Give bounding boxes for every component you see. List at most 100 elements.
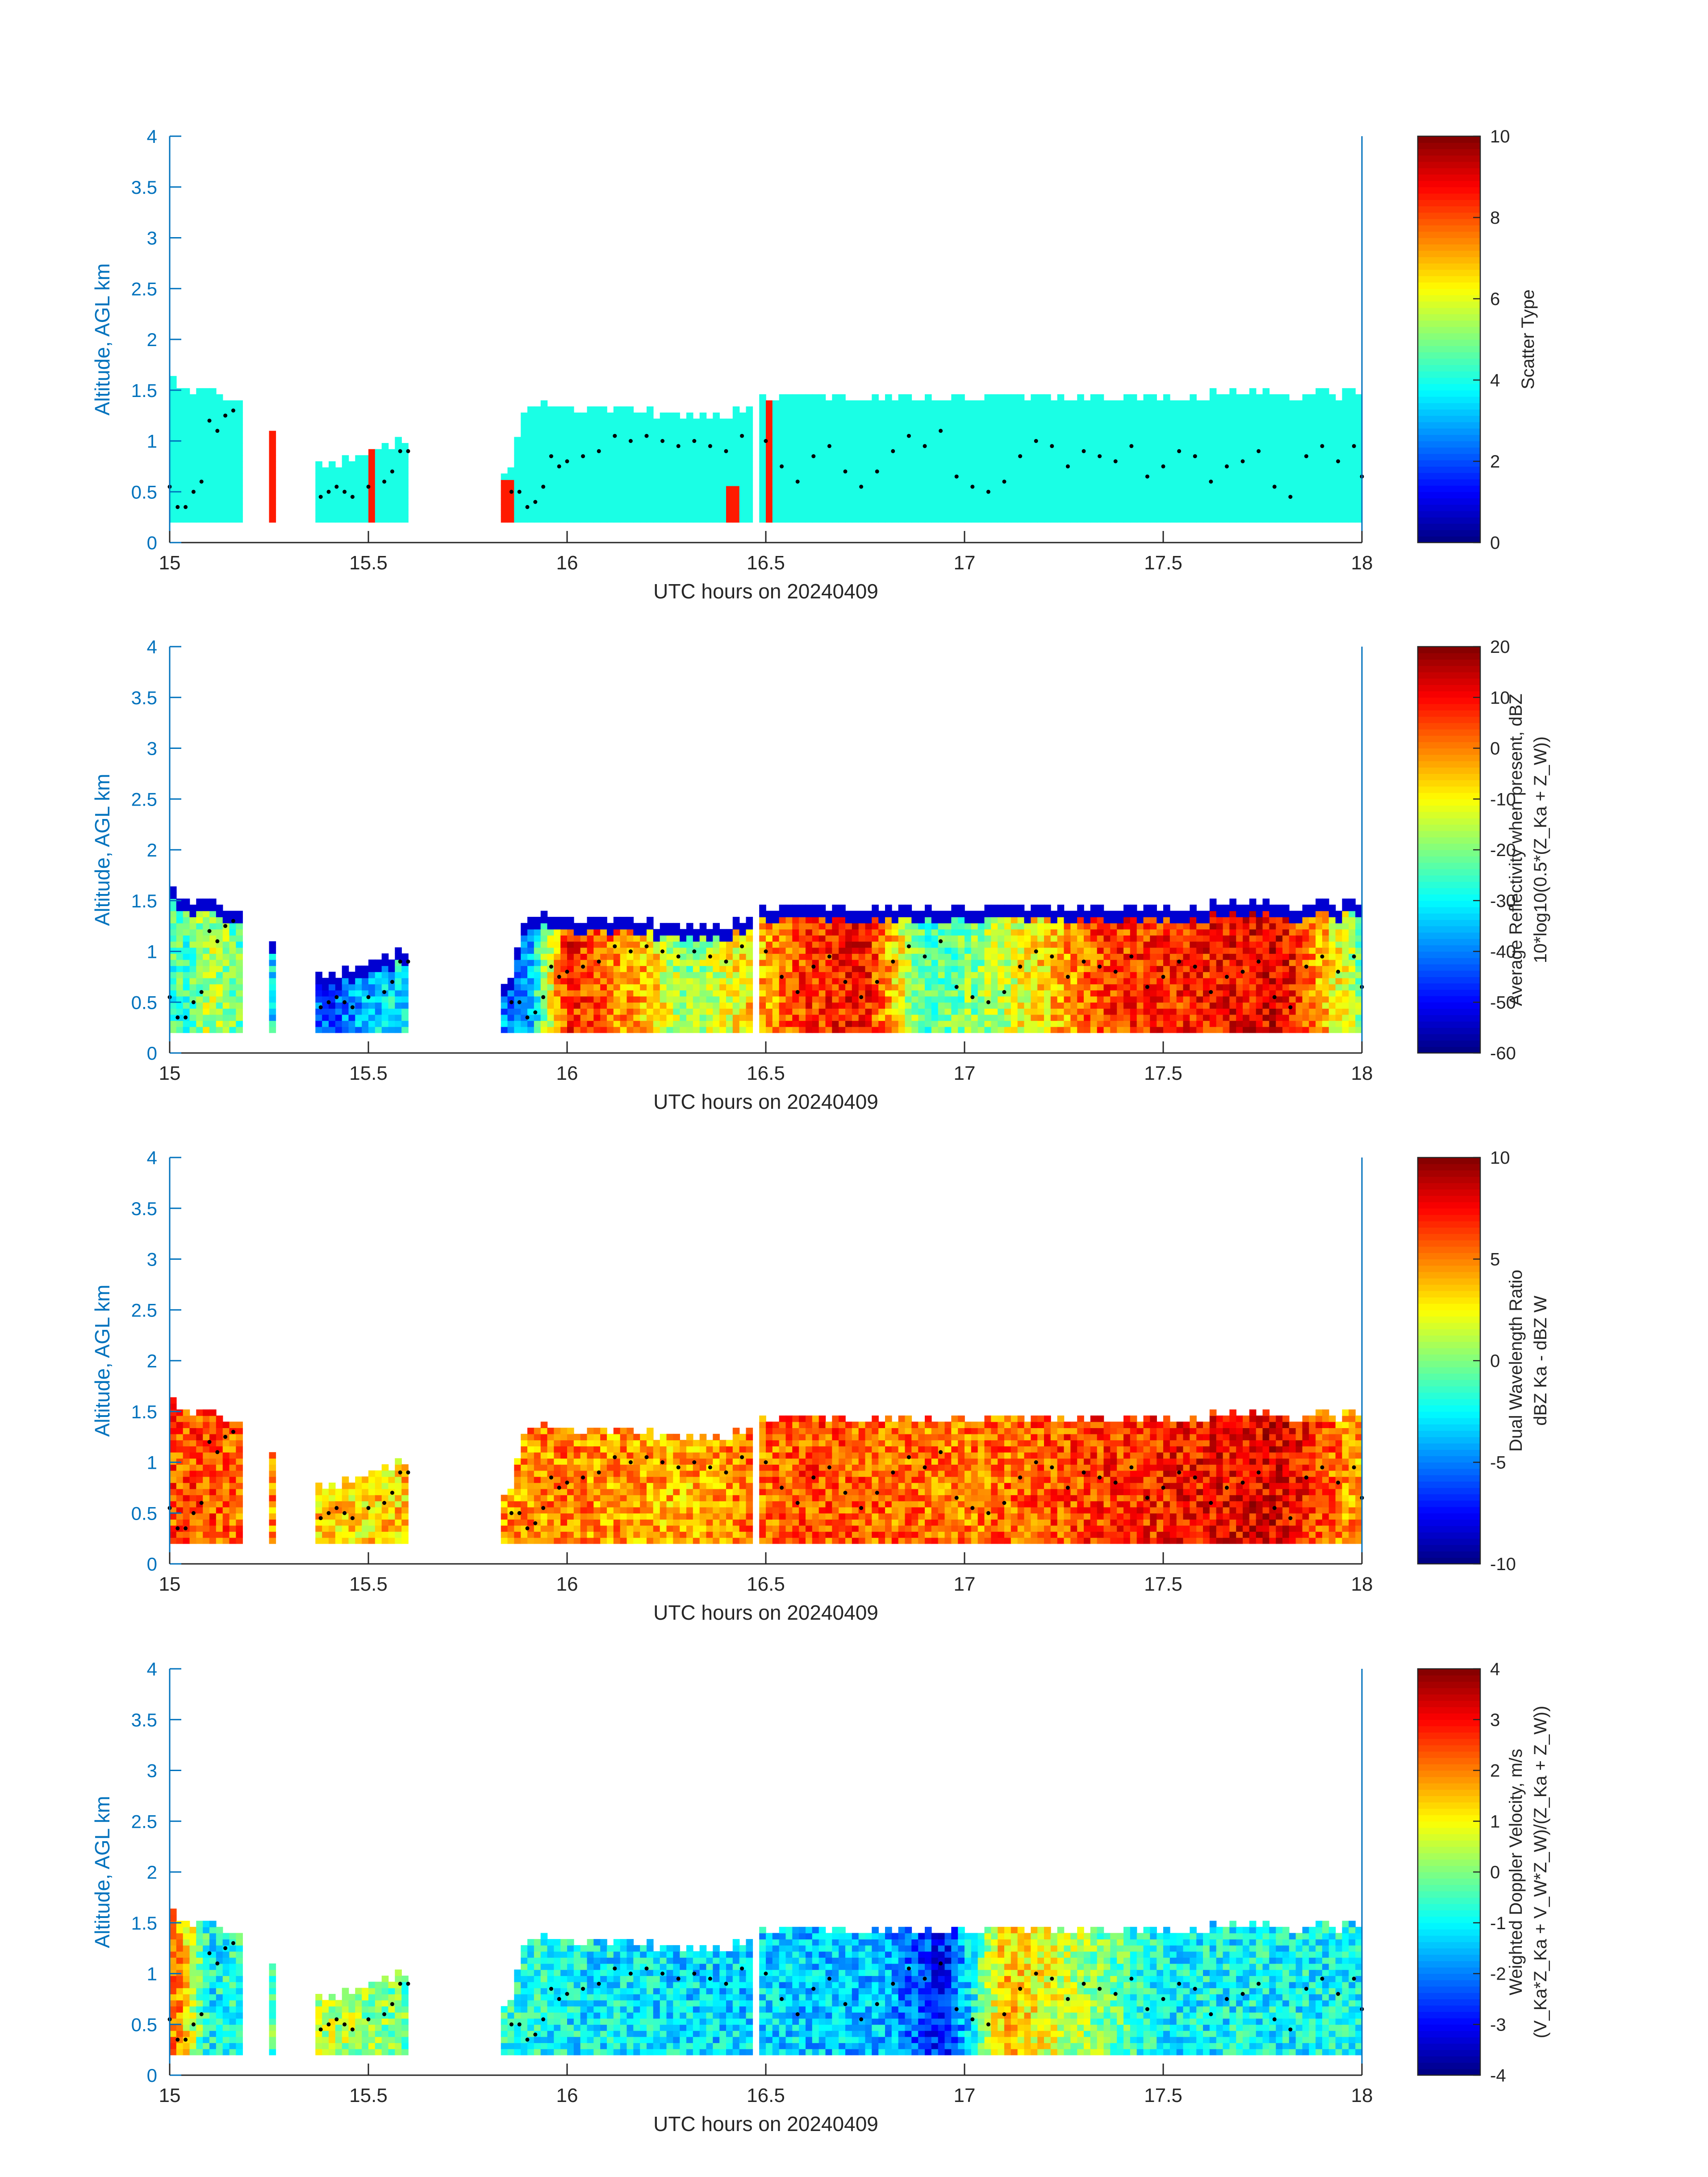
heatmap-cell [759,1020,766,1027]
heatmap-cell [1044,497,1051,505]
heatmap-cell [1196,480,1203,486]
heatmap-cell [938,497,945,505]
heatmap-cell [673,430,680,438]
heatmap-cell [1017,492,1025,498]
colorbar-band [1418,346,1480,353]
heatmap-cell [189,1020,197,1027]
heatmap-cell [779,485,786,493]
heatmap-cell [633,461,640,468]
heatmap-cell [567,947,574,954]
heatmap-cell [1190,437,1197,443]
heatmap-cell [1203,504,1210,510]
heatmap-cell [852,492,859,498]
heatmap-cell [958,497,965,505]
heatmap-cell [362,467,369,474]
dot-marker [541,485,546,489]
colorbar-band [1418,339,1480,346]
heatmap-cell [388,449,396,456]
heatmap-cell [918,510,925,517]
heatmap-cell [183,388,190,395]
heatmap-cell [203,480,210,486]
heatmap-cell [991,412,998,419]
heatmap-cell [1057,461,1065,468]
heatmap-cell [567,497,574,505]
heatmap-cell [998,972,1005,978]
heatmap-cell [600,941,607,948]
heatmap-cell [1136,449,1144,456]
heatmap-cell [925,443,932,450]
dot-marker [644,434,649,438]
heatmap-cell [706,510,714,517]
heatmap-cell [209,996,217,1003]
dot-marker [724,449,728,453]
heatmap-cell [209,1020,217,1027]
heatmap-cell [573,480,581,486]
heatmap-cell [613,935,621,942]
heatmap-cell [501,480,508,486]
heatmap-cell [673,959,680,966]
heatmap-cell [891,443,899,450]
heatmap-cell [673,492,680,498]
heatmap-cell [666,467,674,474]
heatmap-cell [845,959,852,966]
dot-marker [191,489,196,494]
dot-marker [1065,464,1070,468]
heatmap-cell [1223,443,1230,450]
heatmap-cell [931,965,939,972]
heatmap-cell [183,467,190,474]
heatmap-cell [315,996,322,1003]
heatmap-cell [1070,430,1077,438]
heatmap-cell [944,504,952,510]
heatmap-cell [998,984,1005,990]
heatmap-cell [660,497,667,505]
heatmap-cell [229,461,237,468]
heatmap-cell [766,406,773,413]
heatmap-cell [799,492,806,498]
heatmap-cell [1157,430,1164,438]
heatmap-cell [925,917,932,923]
heatmap-cell [626,492,634,498]
heatmap-cell [554,1008,561,1015]
heatmap-cell [521,455,528,462]
heatmap-cell [785,978,793,985]
heatmap-cell [772,437,780,443]
heatmap-cell [547,406,555,413]
heatmap-cell [799,485,806,493]
heatmap-cell [567,1002,574,1009]
heatmap-cell [593,923,601,930]
heatmap-cell [891,504,899,510]
heatmap-cell [878,430,885,438]
heatmap-cell [216,492,223,498]
heatmap-cell [839,947,846,954]
heatmap-cell [640,984,647,990]
heatmap-cell [865,941,873,948]
heatmap-cell [1295,504,1303,510]
heatmap-cell [229,1002,237,1009]
heatmap-cell [938,492,945,498]
heatmap-cell [944,480,952,486]
heatmap-cell [938,1020,945,1027]
heatmap-cell [342,480,349,486]
heatmap-cell [1256,425,1263,431]
heatmap-cell [1183,400,1190,407]
heatmap-cell [620,461,627,468]
heatmap-cell [878,504,885,510]
heatmap-cell [196,923,203,930]
heatmap-cell [1050,467,1058,474]
heatmap-cell [236,473,243,480]
heatmap-cell [944,929,952,936]
heatmap-cell [965,455,972,462]
heatmap-cell [779,510,786,517]
heatmap-cell [944,455,952,462]
heatmap-cell [1196,473,1203,480]
heatmap-cell [819,437,826,443]
heatmap-cell [1295,437,1303,443]
heatmap-cell [593,412,601,419]
heatmap-cell [766,516,773,523]
heatmap-cell [792,1008,799,1015]
heatmap-cell [686,497,693,505]
heatmap-cell [1057,485,1065,493]
heatmap-cell [640,1026,647,1033]
heatmap-cell [209,461,217,468]
heatmap-cell [540,953,548,960]
